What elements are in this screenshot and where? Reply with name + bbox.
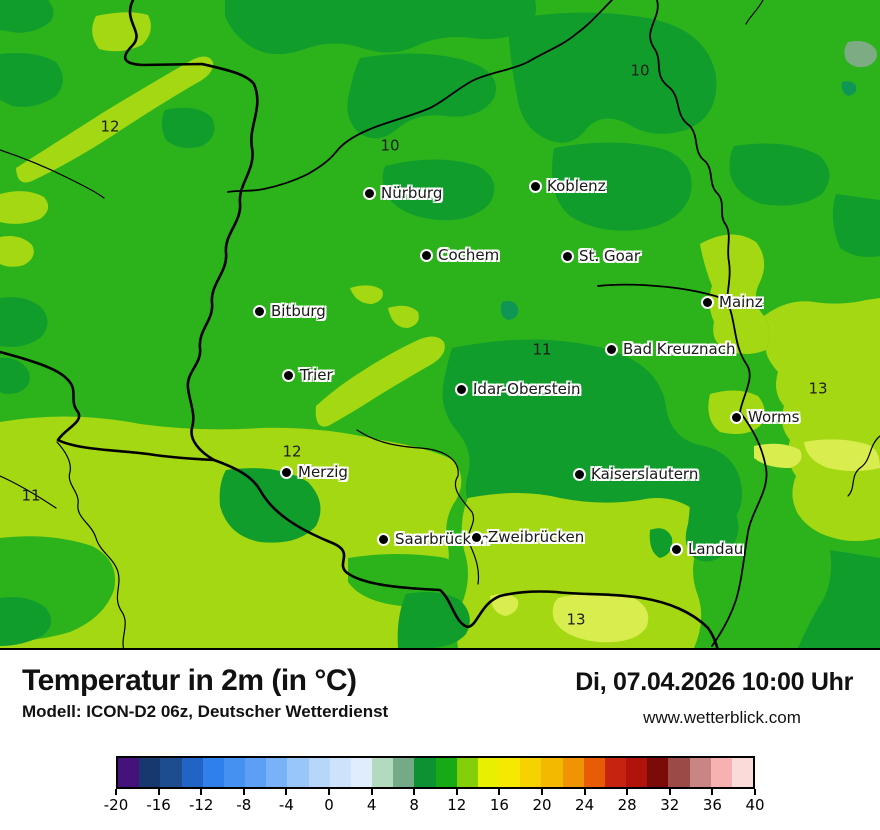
legend-segment xyxy=(139,758,161,787)
legend-tick-mark xyxy=(668,789,671,795)
legend-tick-label: 36 xyxy=(702,796,722,814)
legend-tick-label: 20 xyxy=(532,796,552,814)
legend-tick-label: 12 xyxy=(447,796,467,814)
legend-segment xyxy=(647,758,669,787)
legend-tick-label: 32 xyxy=(660,796,680,814)
legend-segment xyxy=(414,758,436,787)
temp-value-label: 13 xyxy=(808,379,828,398)
legend-tick-label: 16 xyxy=(489,796,509,814)
legend-segment xyxy=(710,758,732,787)
legend-tick-label: 8 xyxy=(409,796,419,814)
temp-value-label: 12 xyxy=(282,442,302,461)
legend-segment xyxy=(626,758,648,787)
legend-tick-label: 28 xyxy=(617,796,637,814)
legend-tick-mark xyxy=(583,789,586,795)
legend-tick-label: 24 xyxy=(575,796,595,814)
map-graphic xyxy=(0,0,880,648)
legend-segment xyxy=(118,758,140,787)
legend-tick-mark xyxy=(626,789,629,795)
legend-tick-mark xyxy=(541,789,543,795)
legend-segment xyxy=(181,758,203,787)
legend-segment xyxy=(350,758,373,787)
legend-tick-label: -8 xyxy=(236,796,252,814)
temp-value-label: 10 xyxy=(380,136,400,155)
legend-segment xyxy=(435,758,457,787)
legend-segment xyxy=(329,758,351,787)
map-teal-specks xyxy=(500,81,857,320)
legend-segment xyxy=(562,758,584,787)
legend-tick-label: -20 xyxy=(103,796,129,814)
legend-tick-mark xyxy=(754,789,756,795)
legend-tick-label: 0 xyxy=(324,796,334,814)
legend-segment xyxy=(223,758,246,787)
legend-tick-label: -16 xyxy=(146,796,171,814)
legend-tick-mark xyxy=(328,789,330,795)
map-pale-yellow-spots xyxy=(490,439,880,643)
legend-segment xyxy=(308,758,330,787)
website-url: www.wetterblick.com xyxy=(643,708,801,727)
legend-segment xyxy=(245,758,267,787)
legend-segment xyxy=(583,758,605,787)
legend-segment xyxy=(160,758,182,787)
legend-tick-mark xyxy=(711,789,714,795)
legend-tick-mark xyxy=(242,789,245,795)
legend-tick-mark xyxy=(200,789,203,795)
legend-segment xyxy=(668,758,690,787)
legend-segment xyxy=(287,758,309,787)
legend-segment xyxy=(689,758,711,787)
legend-segment xyxy=(456,758,478,787)
legend-segment xyxy=(541,758,563,787)
temp-value-label: 13 xyxy=(566,610,586,629)
legend-tick-mark xyxy=(455,789,458,795)
legend-tick-mark xyxy=(285,789,288,795)
temp-value-label: 10 xyxy=(630,61,650,80)
legend-segment xyxy=(266,758,288,787)
map-yellow-green-regions xyxy=(0,12,880,648)
legend-tick-label: -4 xyxy=(278,796,294,814)
legend-tick-label: 4 xyxy=(366,796,377,814)
forecast-datetime: Di, 07.04.2026 10:00 Uhr xyxy=(575,668,853,696)
legend-color-bar xyxy=(116,756,755,789)
legend-tick-mark xyxy=(370,789,373,795)
model-info: Modell: ICON-D2 06z, Deutscher Wetterdie… xyxy=(22,702,389,721)
legend-segment xyxy=(499,758,521,787)
legend-tick-label: -12 xyxy=(188,796,214,814)
legend-segment xyxy=(731,758,754,787)
legend-tick-mark xyxy=(413,789,416,795)
color-scale-legend: -20 -16 -12 -8 -4 0 4 8 12 16 20 24 28 32 36 40 xyxy=(104,756,765,815)
legend-segment xyxy=(520,758,542,787)
map-borders xyxy=(0,0,880,648)
temp-value-label: 11 xyxy=(21,486,41,505)
map-footer: Temperatur in 2m (in °C) Modell: ICON-D2… xyxy=(0,650,880,830)
legend-segment xyxy=(372,758,394,787)
legend-segment xyxy=(604,758,627,787)
legend-segment xyxy=(393,758,415,787)
legend-segment xyxy=(202,758,224,787)
temp-value-label: 12 xyxy=(100,117,120,136)
legend-segment xyxy=(477,758,500,787)
temp-value-label: 11 xyxy=(532,340,552,359)
legend-tick-mark xyxy=(157,789,160,795)
page-title: Temperatur in 2m (in °C) xyxy=(22,664,357,697)
legend-tick-label: 40 xyxy=(745,796,765,814)
temperature-map: Nürburg Koblenz Cochem St. Goar Bitburg Mainz… xyxy=(0,0,880,650)
map-dark-green-regions xyxy=(0,0,880,648)
legend-tick-mark xyxy=(498,789,501,795)
legend-tick-axis: -20 -16 -12 -8 -4 0 4 8 12 16 20 24 28 32 36 40 xyxy=(104,789,765,815)
map-sage-spot xyxy=(844,41,877,68)
legend-tick-mark xyxy=(115,789,117,795)
